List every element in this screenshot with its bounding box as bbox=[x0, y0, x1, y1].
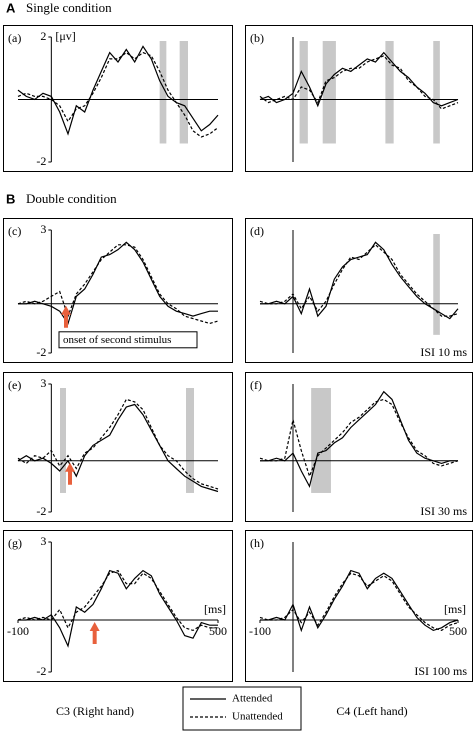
significance-band bbox=[159, 41, 167, 144]
panel-label: (e) bbox=[8, 378, 21, 392]
annotation-box bbox=[58, 331, 198, 349]
legend-box bbox=[182, 686, 302, 731]
panel-label: (f) bbox=[250, 378, 262, 392]
section-title: Double condition bbox=[26, 191, 117, 206]
waveform bbox=[17, 398, 219, 490]
footer-label: C4 (Left hand) bbox=[336, 704, 407, 718]
waveform bbox=[259, 572, 459, 632]
section-title: Single condition bbox=[26, 0, 112, 15]
panel-label: (c) bbox=[8, 224, 21, 238]
panel-frame bbox=[245, 25, 473, 172]
waveform bbox=[260, 569, 459, 633]
panel-frame bbox=[3, 25, 233, 172]
panel-frame bbox=[3, 372, 233, 522]
y-unit: [μv] bbox=[55, 29, 75, 43]
x-tick-label: 500 bbox=[209, 624, 227, 638]
significance-band bbox=[433, 234, 440, 335]
legend-label: Unattended bbox=[232, 711, 283, 723]
significance-band bbox=[299, 41, 308, 144]
x-tick-label: 500 bbox=[449, 624, 467, 638]
significance-band bbox=[60, 388, 66, 493]
panel-frame bbox=[245, 530, 473, 682]
panel-label: (h) bbox=[250, 536, 264, 550]
waveform bbox=[17, 45, 219, 136]
panel-label: (d) bbox=[250, 224, 264, 238]
section-letter: A bbox=[6, 0, 16, 15]
significance-band bbox=[433, 41, 440, 144]
waveform bbox=[259, 51, 459, 108]
y-tick-label: 3 bbox=[40, 222, 46, 236]
y-tick-label: 2 bbox=[40, 29, 46, 43]
annotation: onset of second stimulus bbox=[63, 334, 171, 346]
significance-band bbox=[322, 41, 336, 144]
significance-band bbox=[186, 388, 194, 493]
waveform bbox=[17, 403, 219, 493]
waveform bbox=[259, 398, 459, 478]
x-unit: [ms] bbox=[444, 602, 466, 616]
waveform bbox=[17, 244, 219, 325]
waveform bbox=[18, 241, 218, 325]
panel-label: (a) bbox=[8, 31, 21, 45]
y-tick-label: -2 bbox=[36, 345, 46, 359]
panel-frame bbox=[3, 218, 233, 363]
significance-band bbox=[385, 41, 394, 144]
y-tick-label: -2 bbox=[36, 504, 46, 518]
x-tick-label: -100 bbox=[249, 624, 271, 638]
x-unit: [ms] bbox=[204, 602, 226, 616]
isi-note: ISI 30 ms bbox=[420, 504, 467, 518]
panel-frame bbox=[245, 372, 473, 522]
onset-arrow bbox=[65, 462, 75, 485]
footer-label: C3 (Right hand) bbox=[56, 704, 134, 718]
onset-arrow bbox=[61, 305, 71, 328]
significance-band bbox=[179, 41, 188, 144]
waveform bbox=[18, 569, 218, 648]
waveform bbox=[17, 51, 219, 138]
significance-band bbox=[311, 388, 331, 493]
x-tick-label: -100 bbox=[7, 624, 29, 638]
waveform bbox=[17, 569, 218, 632]
onset-arrow bbox=[89, 622, 100, 644]
waveform bbox=[260, 241, 459, 320]
waveform bbox=[259, 55, 459, 110]
y-tick-label: -2 bbox=[36, 664, 46, 678]
legend-label: Attended bbox=[232, 693, 273, 705]
isi-note: ISI 10 ms bbox=[420, 345, 467, 359]
panel-label: (b) bbox=[250, 31, 264, 45]
waveform bbox=[259, 243, 459, 317]
panel-label: (g) bbox=[8, 536, 22, 550]
y-tick-label: 3 bbox=[40, 376, 46, 390]
y-tick-label: -2 bbox=[36, 154, 46, 168]
section-letter: B bbox=[6, 191, 15, 206]
panel-frame bbox=[3, 530, 233, 682]
y-tick-label: 3 bbox=[40, 534, 46, 548]
isi-note: ISI 100 ms bbox=[414, 664, 467, 678]
panel-frame bbox=[245, 218, 473, 363]
waveform bbox=[260, 390, 458, 489]
